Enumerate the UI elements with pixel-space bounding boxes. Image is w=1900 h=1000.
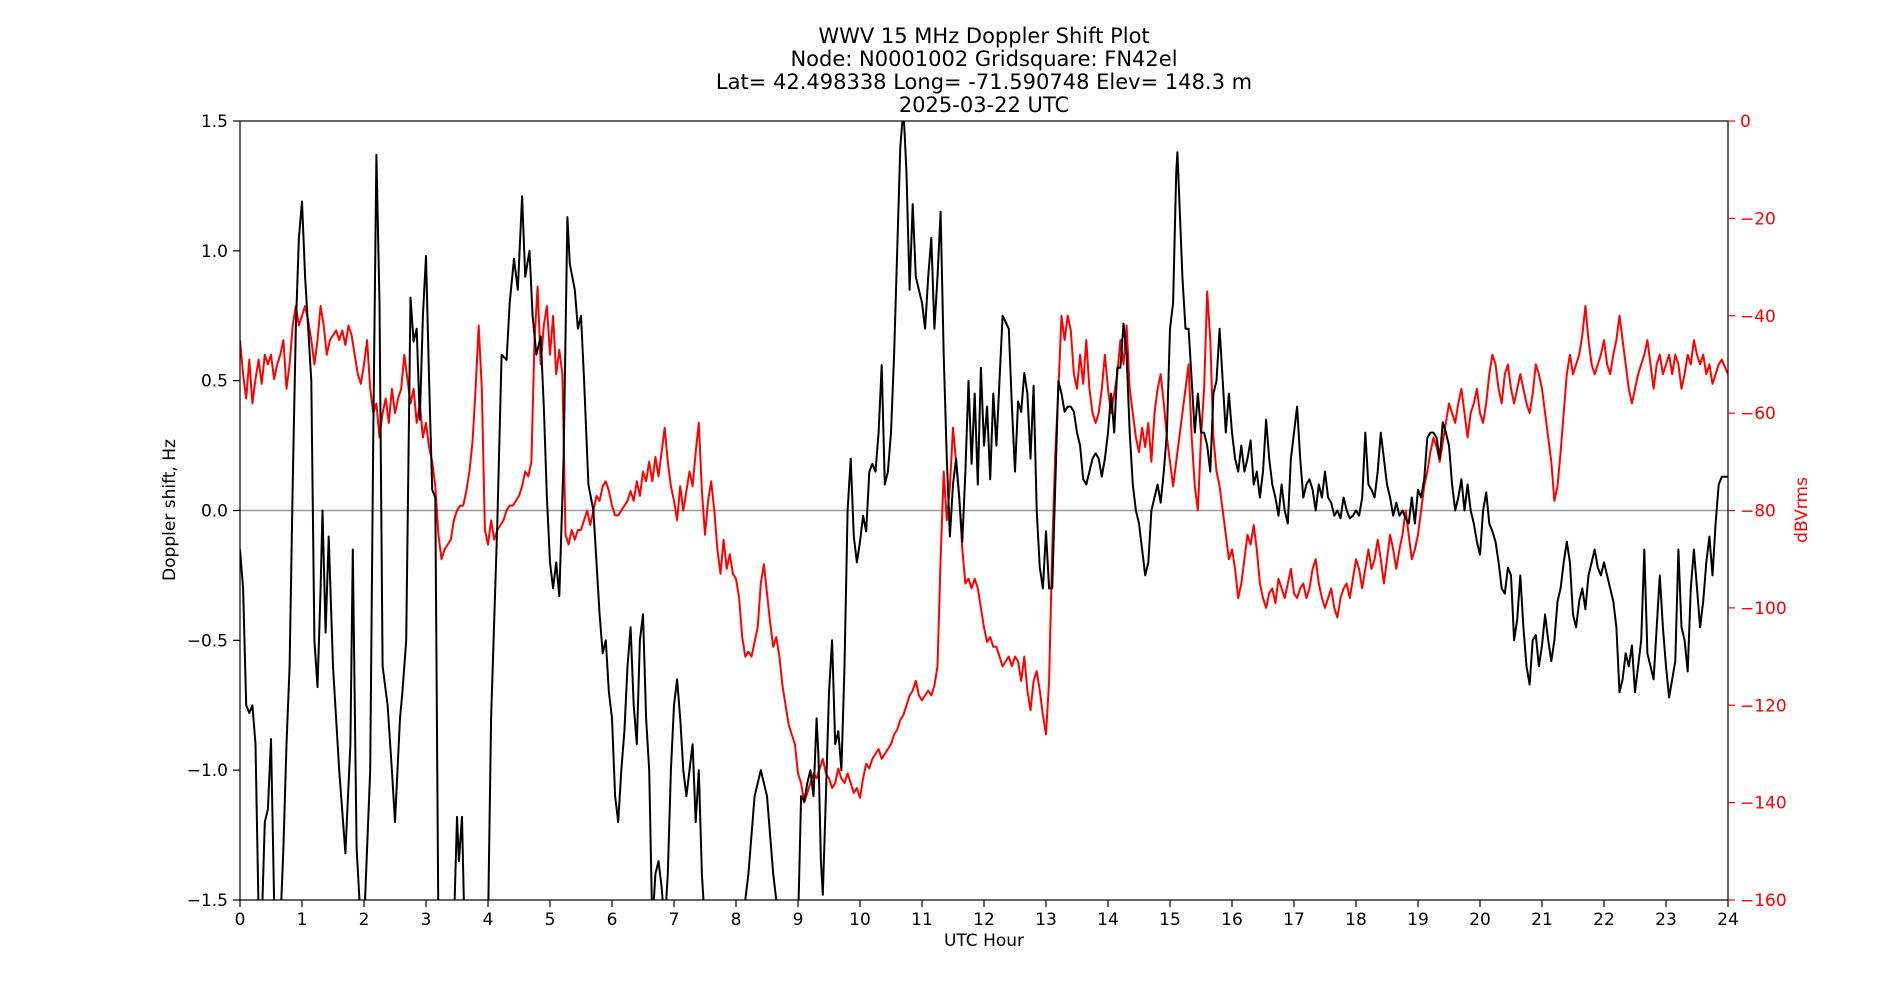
x-tick-label: 2 — [359, 910, 370, 930]
x-tick-label: 15 — [1159, 910, 1181, 930]
x-tick-label: 5 — [545, 910, 556, 930]
left-axis-label: Doppler shift, Hz — [160, 439, 180, 581]
x-tick-label: 12 — [973, 910, 995, 930]
x-tick-label: 21 — [1531, 910, 1553, 930]
right-tick-label: 0 — [1740, 112, 1751, 132]
doppler-series-line — [240, 121, 1728, 900]
left-axis-ticks: 1.5 1.0 0.5 0.0 −0.5 −1.0 −1.5 — [187, 112, 240, 911]
left-tick-label: 1.0 — [201, 242, 228, 262]
x-tick-label: 23 — [1655, 910, 1677, 930]
left-tick-label: −1.5 — [187, 891, 228, 911]
title-line-4: 2025-03-22 UTC — [899, 93, 1069, 117]
x-tick-label: 7 — [669, 910, 680, 930]
right-tick-label: −140 — [1740, 794, 1787, 814]
x-tick-label: 19 — [1407, 910, 1429, 930]
right-tick-label: −60 — [1740, 404, 1776, 424]
x-tick-label: 14 — [1097, 910, 1119, 930]
x-axis-label: UTC Hour — [944, 931, 1024, 951]
right-tick-label: −120 — [1740, 696, 1787, 716]
title-line-2: Node: N0001002 Gridsquare: FN42el — [790, 47, 1177, 71]
left-tick-label: 1.5 — [201, 112, 228, 132]
right-tick-label: −100 — [1740, 599, 1787, 619]
left-tick-label: 0.5 — [201, 372, 228, 392]
x-tick-label: 0 — [235, 910, 246, 930]
x-tick-label: 24 — [1717, 910, 1739, 930]
x-tick-label: 17 — [1283, 910, 1305, 930]
x-tick-label: 1 — [297, 910, 308, 930]
right-tick-label: −160 — [1740, 891, 1787, 911]
x-tick-label: 11 — [911, 910, 933, 930]
power-series-line — [240, 285, 1728, 804]
right-tick-label: −80 — [1740, 502, 1776, 522]
right-tick-label: −40 — [1740, 307, 1776, 327]
left-tick-label: −0.5 — [187, 631, 228, 651]
x-tick-label: 13 — [1035, 910, 1057, 930]
x-tick-label: 18 — [1345, 910, 1367, 930]
x-tick-label: 8 — [731, 910, 742, 930]
x-tick-label: 4 — [483, 910, 494, 930]
x-tick-label: 16 — [1221, 910, 1243, 930]
x-axis-ticks: 0 1 2 3 4 5 6 7 8 9 10 11 12 13 14 15 16 17 18 19 20 21 22 23 24 — [235, 900, 1739, 930]
left-tick-label: −1.0 — [187, 761, 228, 781]
title-line-3: Lat= 42.498338 Long= -71.590748 Elev= 14… — [716, 70, 1252, 94]
x-tick-label: 20 — [1469, 910, 1491, 930]
title-line-1: WWV 15 MHz Doppler Shift Plot — [818, 24, 1149, 48]
x-tick-label: 6 — [607, 910, 618, 930]
left-tick-label: 0.0 — [201, 502, 228, 522]
right-axis-ticks: 0 −20 −40 −60 −80 −100 −120 −140 −160 — [1728, 112, 1787, 911]
right-tick-label: −20 — [1740, 209, 1776, 229]
right-axis-label: dBVrms — [1792, 477, 1812, 543]
x-tick-label: 3 — [421, 910, 432, 930]
x-tick-label: 9 — [793, 910, 804, 930]
x-tick-label: 22 — [1593, 910, 1615, 930]
x-tick-label: 10 — [849, 910, 871, 930]
chart-title: WWV 15 MHz Doppler Shift Plot Node: N000… — [716, 24, 1252, 117]
